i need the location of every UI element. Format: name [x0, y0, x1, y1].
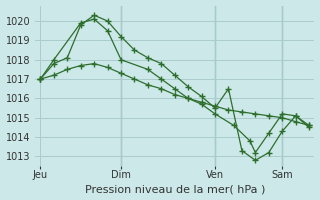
X-axis label: Pression niveau de la mer( hPa ): Pression niveau de la mer( hPa ) — [84, 184, 265, 194]
